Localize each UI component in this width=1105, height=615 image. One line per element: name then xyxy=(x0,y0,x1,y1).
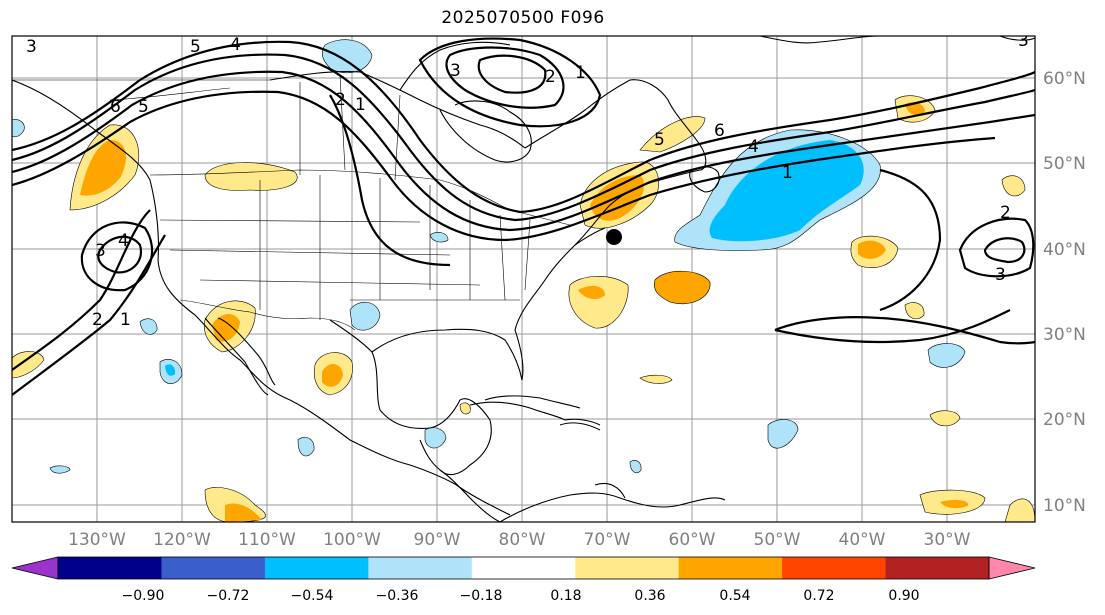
colorbar-tick-label: 0.90 xyxy=(888,588,919,604)
colorbar-segment xyxy=(471,557,576,579)
lat-label: 20°N xyxy=(1043,410,1086,430)
contour-label: 2 xyxy=(335,90,346,110)
contour-label: 1 xyxy=(782,163,793,183)
contour-label: 4 xyxy=(748,137,759,157)
lon-label: 60°W xyxy=(669,530,716,550)
lon-label: 130°W xyxy=(68,530,126,550)
lat-label: 40°N xyxy=(1043,240,1086,260)
colorbar-tick-label: 0.36 xyxy=(634,588,665,604)
lat-label: 60°N xyxy=(1043,69,1086,89)
contour-label: 1 xyxy=(355,95,366,115)
lat-label: 10°N xyxy=(1043,496,1086,516)
colorbar-tick-label: −0.54 xyxy=(291,588,334,604)
colorbar xyxy=(11,556,1036,580)
lon-label: 50°W xyxy=(754,530,801,550)
colorbar-segment xyxy=(264,557,369,579)
contour-label: 3 xyxy=(995,265,1006,285)
contour-label: 3 xyxy=(450,61,461,81)
colorbar-tick-label: 0.72 xyxy=(803,588,834,604)
contour-label: 5 xyxy=(138,97,149,117)
contour-label: 6 xyxy=(110,97,121,117)
contour-label: 1 xyxy=(575,63,586,83)
map-content: 5 4 6 5 3 2 1 4 3 2 1 3 3 2 1 6 5 4 1 2 … xyxy=(12,31,1035,522)
lon-label: 100°W xyxy=(323,530,381,550)
lon-label: 70°W xyxy=(584,530,631,550)
lat-label: 30°N xyxy=(1043,325,1086,345)
colorbar-tick-label: −0.72 xyxy=(207,588,250,604)
longitude-labels: 130°W 120°W 110°W 100°W 90°W 80°W 70°W 6… xyxy=(68,530,971,550)
contour-label: 5 xyxy=(654,130,665,150)
colorbar-segment xyxy=(782,557,887,579)
contour-label: 4 xyxy=(230,35,241,55)
graticule xyxy=(12,36,1035,522)
contour-label: 5 xyxy=(190,37,201,57)
map-title: 2025070500 F096 xyxy=(441,8,605,28)
colorbar-extend-low xyxy=(11,556,59,580)
anomaly-shading xyxy=(12,39,1035,522)
lon-label: 120°W xyxy=(153,530,211,550)
colorbar-segment xyxy=(678,557,783,579)
colorbar-outline xyxy=(57,556,990,580)
colorbar-tick-label: −0.90 xyxy=(122,588,165,604)
contour-label: 2 xyxy=(1000,203,1011,223)
colorbar-tick-label: 0.18 xyxy=(550,588,581,604)
coastlines xyxy=(12,36,1035,522)
colorbar-tick-label: −0.18 xyxy=(460,588,503,604)
colorbar-extend-high xyxy=(988,556,1036,580)
colorbar-segment xyxy=(368,557,473,579)
lon-label: 40°W xyxy=(839,530,886,550)
colorbar-segment xyxy=(885,557,990,579)
contour-label: 3 xyxy=(1018,31,1029,51)
latitude-labels: 60°N 50°N 40°N 30°N 20°N 10°N xyxy=(1043,69,1086,516)
lon-label: 30°W xyxy=(924,530,971,550)
contour-label: 3 xyxy=(26,37,37,57)
lon-label: 90°W xyxy=(414,530,461,550)
colorbar-ticks: −0.90 −0.72 −0.54 −0.36 −0.18 0.18 0.36 … xyxy=(122,588,920,604)
colorbar-tick-label: −0.36 xyxy=(376,588,419,604)
contour-label: 3 xyxy=(95,241,106,261)
contour-label: 2 xyxy=(545,67,556,87)
contour-label: 2 xyxy=(92,310,103,330)
colorbar-tick-label: 0.54 xyxy=(719,588,750,604)
colorbar-segment xyxy=(161,557,266,579)
lon-label: 80°W xyxy=(499,530,546,550)
contours xyxy=(12,37,1035,396)
contour-label: 1 xyxy=(120,310,131,330)
colorbar-segment xyxy=(575,557,680,579)
contour-label: 6 xyxy=(714,121,725,141)
lon-label: 110°W xyxy=(238,530,296,550)
lat-label: 50°N xyxy=(1043,154,1086,174)
contour-labels: 5 4 6 5 3 2 1 4 3 2 1 3 3 2 1 6 5 4 1 2 … xyxy=(26,31,1029,330)
colorbar-segment xyxy=(58,557,162,579)
map-frame xyxy=(11,35,1036,523)
storm-center-marker xyxy=(606,229,622,245)
contour-label: 4 xyxy=(118,231,129,251)
